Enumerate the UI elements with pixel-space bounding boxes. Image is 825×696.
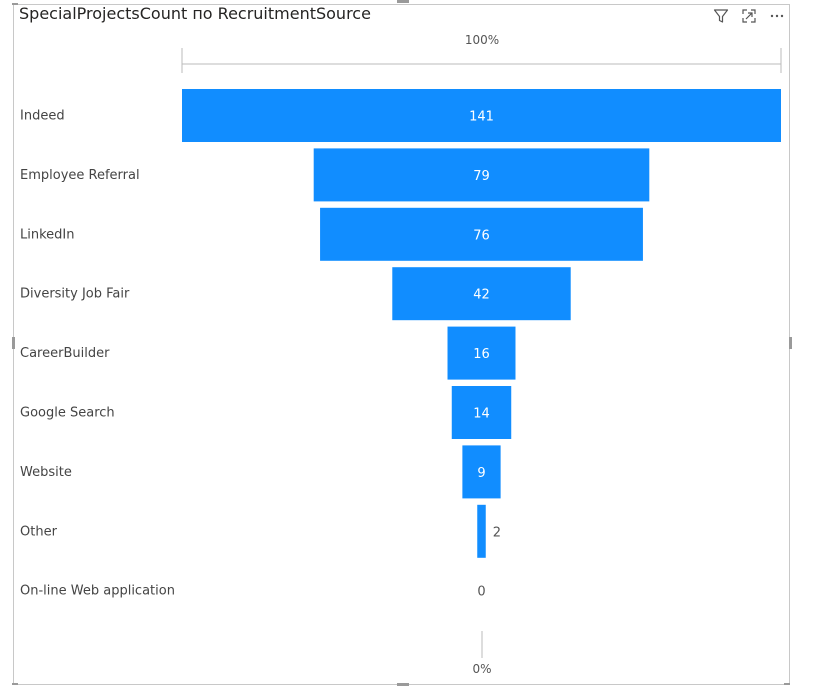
data-label: 141 (469, 110, 494, 125)
data-label: 79 (473, 169, 490, 184)
resize-handle-bottom[interactable] (397, 683, 409, 686)
category-label: Other (20, 524, 58, 539)
resize-handle-top[interactable] (397, 0, 409, 3)
more-options-icon[interactable] (766, 7, 788, 25)
category-label: Google Search (20, 406, 115, 421)
focus-mode-icon[interactable] (738, 7, 760, 25)
funnel-bar[interactable] (392, 267, 571, 321)
data-label: 76 (473, 228, 490, 243)
data-label: 0 (477, 585, 485, 600)
funnel-bar[interactable] (447, 326, 516, 380)
funnel-bar[interactable] (462, 445, 501, 499)
bottom-scale: 0% (472, 631, 492, 676)
category-label: On-line Web application (20, 584, 175, 599)
data-label: 2 (493, 525, 501, 540)
category-label: Employee Referral (20, 168, 140, 183)
filter-icon[interactable] (710, 7, 732, 25)
top-percent-label: 100% (465, 33, 499, 47)
data-label: 42 (473, 288, 490, 303)
funnel-bar[interactable] (451, 386, 512, 439)
bottom-percent-label: 0% (472, 662, 491, 676)
resize-handle-left[interactable] (12, 337, 15, 349)
category-label: Website (20, 465, 72, 480)
funnel-bar[interactable] (182, 89, 781, 142)
category-label: LinkedIn (20, 227, 74, 242)
category-label: CareerBuilder (20, 346, 110, 361)
data-label: 14 (473, 407, 490, 422)
resize-handle-corner-tl[interactable] (12, 3, 18, 5)
resize-handle-corner-br[interactable] (784, 683, 790, 685)
category-label: Diversity Job Fair (20, 287, 130, 302)
data-label: 16 (473, 347, 490, 362)
visual-header-icons (710, 7, 788, 25)
funnel-bar[interactable] (477, 504, 486, 558)
funnel-bar[interactable] (313, 148, 650, 202)
top-scale: 100% (181, 33, 782, 73)
resize-handle-corner-bl[interactable] (12, 683, 18, 685)
resize-handle-right[interactable] (789, 337, 792, 349)
category-label: Indeed (20, 109, 65, 124)
data-label: 9 (477, 466, 485, 481)
chart-title: SpecialProjectsCount по RecruitmentSourc… (19, 4, 371, 23)
funnel-bar[interactable] (320, 207, 643, 261)
